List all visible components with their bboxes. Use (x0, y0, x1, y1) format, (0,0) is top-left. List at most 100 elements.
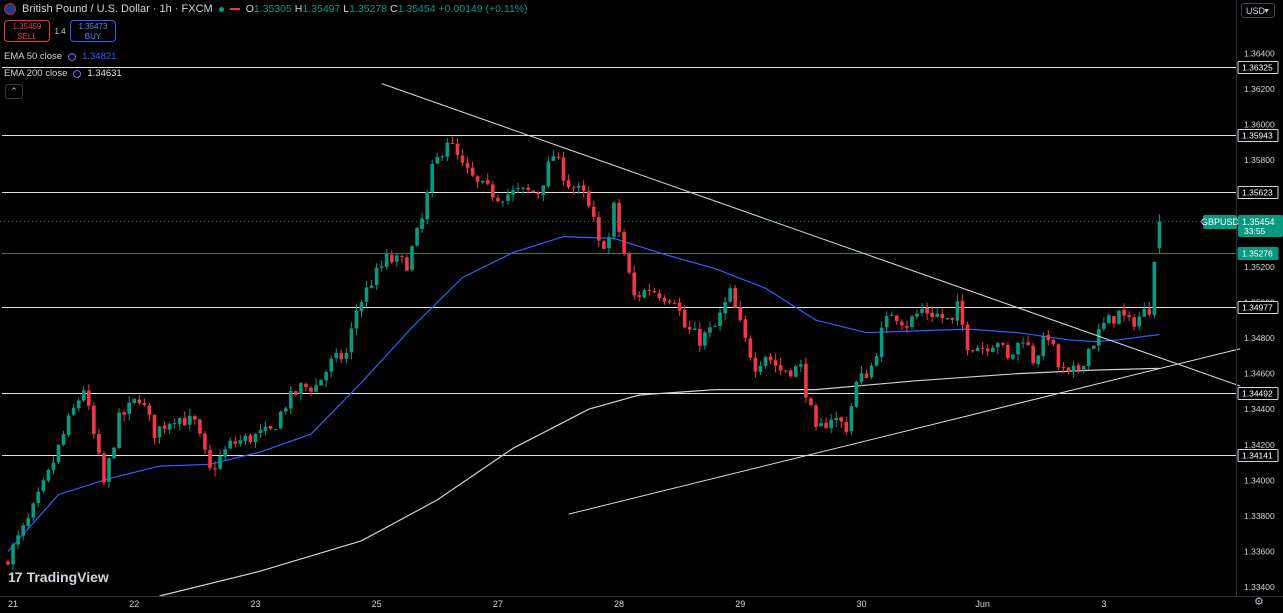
candle (723, 297, 727, 321)
candle-body (1112, 315, 1116, 324)
candle (768, 352, 773, 365)
currency-label: USD (1246, 6, 1266, 16)
candle-body (81, 390, 86, 401)
indicator-settings-icon[interactable] (68, 52, 77, 61)
candle (26, 513, 30, 530)
candle-body (849, 406, 854, 432)
candle (612, 201, 616, 241)
last-price-value: 1.35454 (1242, 217, 1275, 227)
candle (11, 542, 15, 570)
candle-body (889, 314, 894, 316)
trendline[interactable] (568, 348, 1241, 515)
buy-price: 1.35473 (78, 22, 108, 31)
level-tag-bg (1237, 186, 1279, 199)
symbol-tag-bg (1203, 215, 1237, 229)
candle (97, 428, 101, 456)
ema-200-value: 1.34631 (87, 68, 122, 79)
candle (289, 386, 293, 415)
candle-body (698, 328, 702, 346)
candle (339, 349, 344, 363)
currency-select[interactable]: USD ▼ (1241, 3, 1275, 18)
candle (869, 362, 874, 379)
candle-body (718, 312, 722, 327)
candle-body (930, 312, 934, 318)
candle (718, 308, 722, 332)
candle-body (657, 293, 662, 299)
indicator-ema-200[interactable]: EMA 200 close 1.34631 (4, 68, 122, 79)
candle-body (440, 156, 445, 158)
gbp-usd-flag-icon (4, 3, 16, 15)
candle (900, 319, 904, 331)
candle (233, 436, 238, 448)
candle (703, 330, 707, 350)
candle (627, 251, 631, 275)
candle-body (1021, 342, 1025, 344)
level-tag: 1.35276 (1242, 249, 1273, 259)
chart-legend: British Pound / U.S. Dollar · 1h · FXCM … (4, 3, 528, 15)
candle (319, 379, 323, 386)
candle-body (834, 417, 838, 421)
indicator-ema-50[interactable]: EMA 50 close 1.34821 (4, 51, 116, 62)
candle (6, 559, 10, 566)
level-tag: 1.34141 (1242, 451, 1273, 461)
collapse-legend-button[interactable]: ⌃ (5, 84, 23, 99)
candle (541, 185, 546, 202)
candle (516, 182, 520, 194)
candle (208, 444, 212, 471)
candle-body (56, 444, 61, 463)
candle (990, 344, 995, 353)
candle-body (238, 440, 243, 444)
tradingview-logo[interactable]: 17 TradingView (8, 569, 109, 585)
candle-body (71, 407, 76, 415)
candle-body (672, 302, 677, 304)
candle (970, 349, 975, 353)
candle (243, 433, 248, 445)
candle (506, 189, 510, 205)
candle (258, 423, 263, 439)
candle (420, 212, 424, 234)
chart-settings-gear-icon[interactable]: ⚙ (1254, 596, 1264, 608)
candle-body (334, 352, 339, 359)
candle (682, 305, 687, 329)
candle (602, 239, 606, 250)
candle (162, 421, 167, 434)
candle-body (369, 285, 374, 288)
symbol-tag: GBPUSD (1201, 217, 1240, 227)
candle (960, 294, 965, 332)
candle-body (485, 180, 490, 184)
candle-body (576, 185, 581, 188)
candle (1006, 341, 1010, 361)
candle (1021, 337, 1025, 349)
candle (1122, 303, 1126, 322)
time-axis[interactable]: 21 22 23 25 27 28 29 30 Jun 3 (8, 599, 1106, 609)
price-tick-label: 1.36200 (1244, 84, 1275, 94)
candle (182, 411, 187, 426)
sell-button[interactable]: 1.35459 SELL (4, 20, 50, 42)
candle-body (167, 423, 172, 430)
candle-body (1117, 310, 1121, 325)
candle-body (743, 319, 748, 338)
indicator-settings-icon[interactable] (73, 69, 82, 78)
candle-body (273, 429, 278, 431)
candle-body (925, 307, 929, 314)
symbol-title[interactable]: British Pound / U.S. Dollar · 1h · FXCM (22, 3, 213, 15)
candle-body (662, 297, 667, 302)
candle (849, 402, 854, 436)
candle-body (622, 232, 626, 255)
price-tick-label: 1.33400 (1244, 582, 1275, 592)
candle-body (177, 418, 182, 424)
candle-body (884, 316, 889, 328)
candle (657, 289, 662, 301)
candle (895, 315, 899, 325)
candle-body (708, 327, 712, 333)
candle (379, 260, 384, 272)
candle (965, 321, 970, 356)
candle (1076, 362, 1081, 374)
candle-body (945, 317, 950, 319)
candle (677, 297, 682, 317)
candle (107, 457, 111, 488)
candle (440, 154, 445, 161)
buy-button[interactable]: 1.35473 BUY (70, 20, 116, 42)
trendline[interactable] (381, 83, 1241, 387)
